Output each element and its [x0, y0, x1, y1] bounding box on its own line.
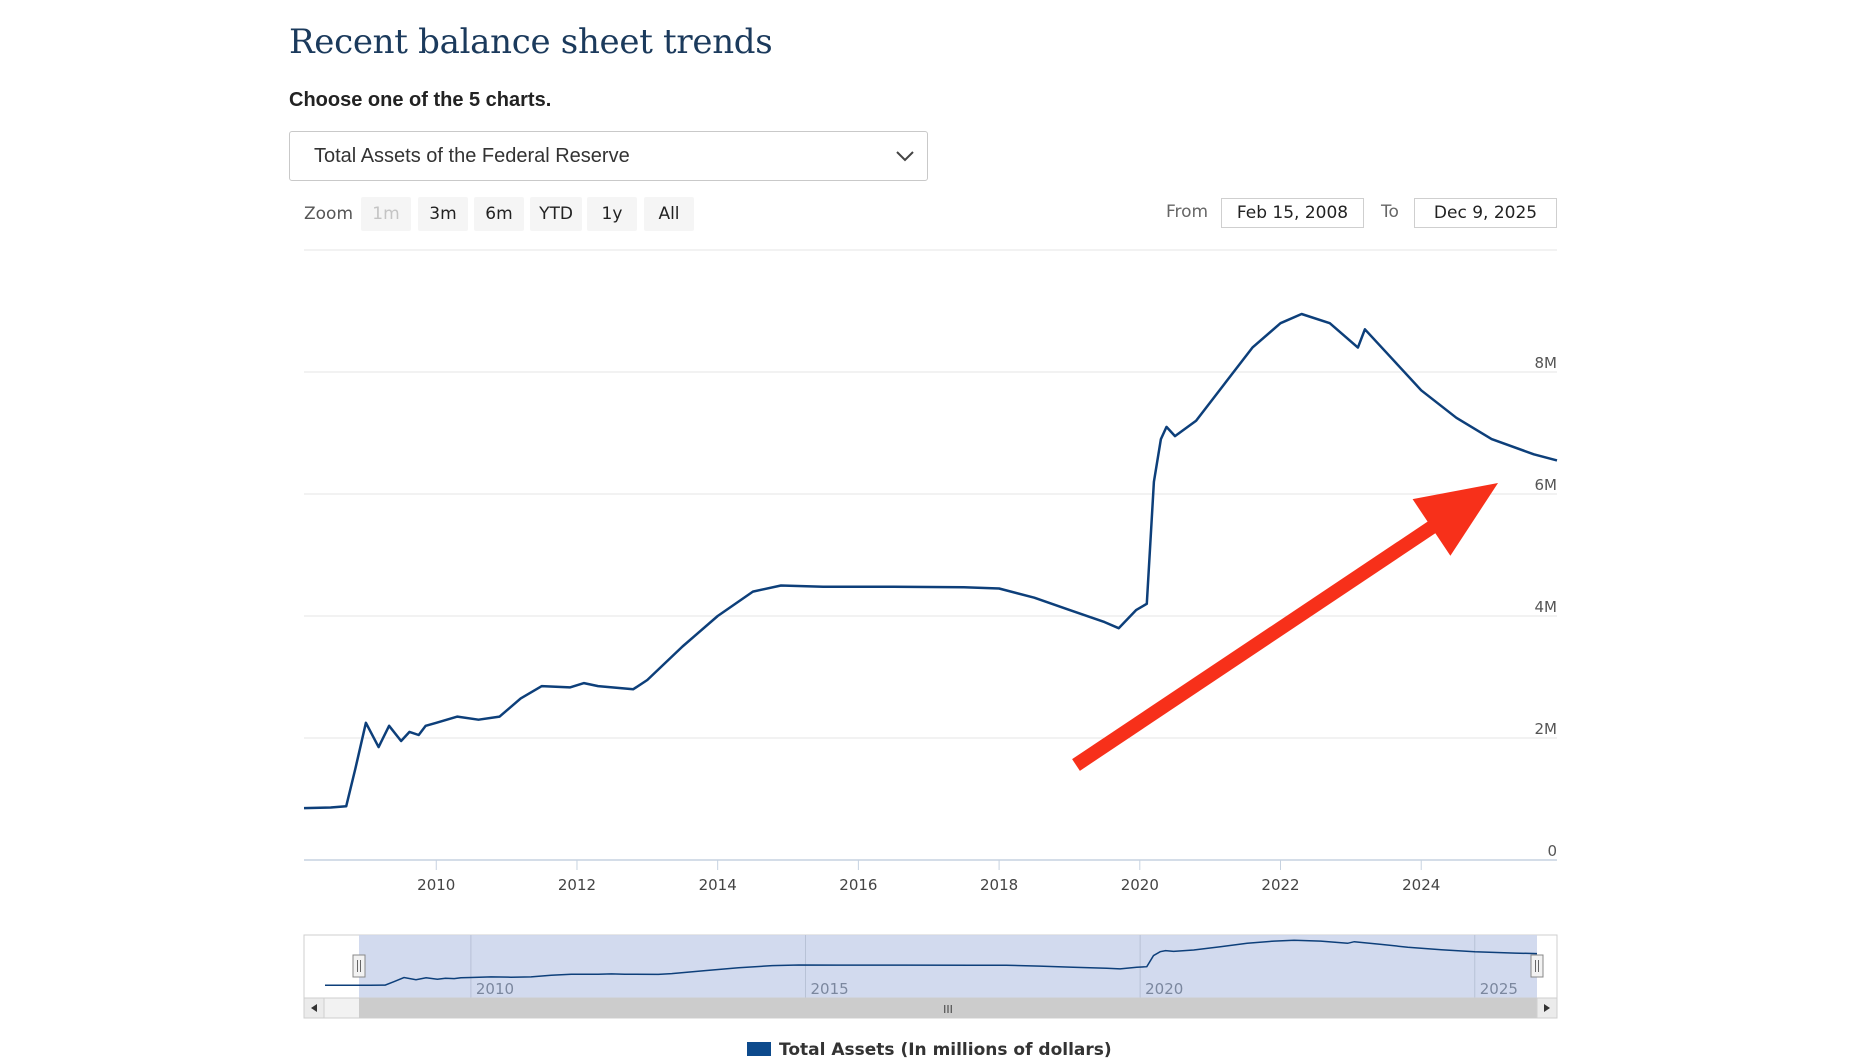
zoom-6m-button[interactable]: 6m — [474, 197, 524, 231]
scroll-left-arrow-icon — [311, 1004, 317, 1012]
scroll-right-arrow-icon — [1544, 1004, 1550, 1012]
y-tick-label: 6M — [1535, 476, 1558, 494]
total-assets-line — [303, 312, 1558, 810]
zoom-label: Zoom — [304, 204, 354, 224]
from-date-input[interactable]: Feb 15, 2008 — [1221, 198, 1364, 228]
y-tick-label: 4M — [1535, 598, 1558, 616]
navigator-tick-label: 2010 — [476, 980, 514, 998]
zoom-3m-button[interactable]: 3m — [418, 197, 468, 231]
zoom-1y-button[interactable]: 1y — [587, 197, 637, 231]
y-tick-label: 0 — [1547, 842, 1557, 860]
navigator-series-line — [324, 939, 1538, 987]
legend-swatch — [747, 1042, 771, 1056]
to-label: To — [1381, 202, 1399, 222]
y-tick-label: 8M — [1535, 354, 1558, 372]
x-tick-label: 2018 — [980, 876, 1018, 894]
navigator-selected-range — [359, 935, 1537, 998]
x-tick-label: 2022 — [1261, 876, 1299, 894]
navigator-tick-label: 2020 — [1145, 980, 1183, 998]
navigator-tick-label: 2015 — [811, 980, 849, 998]
x-tick-label: 2016 — [839, 876, 877, 894]
navigator-right-handle[interactable] — [1530, 954, 1544, 978]
x-tick-label: 2010 — [417, 876, 455, 894]
legend-label: Total Assets (In millions of dollars) — [779, 1040, 1112, 1060]
scrollbar-thumb[interactable] — [359, 998, 1537, 1018]
navigator-tick-label: 2025 — [1480, 980, 1518, 998]
from-label: From — [1166, 202, 1209, 222]
chart-select-value: Total Assets of the Federal Reserve — [314, 145, 630, 167]
to-date-input[interactable]: Dec 9, 2025 — [1414, 198, 1557, 228]
y-tick-label: 2M — [1535, 720, 1558, 738]
annotation-arrow-shaft — [1072, 519, 1439, 771]
navigator-left-handle[interactable] — [352, 954, 366, 978]
x-tick-label: 2012 — [558, 876, 596, 894]
zoom-ytd-button[interactable]: YTD — [530, 197, 582, 231]
annotation-arrow-head — [1412, 483, 1498, 556]
x-tick-label: 2014 — [699, 876, 737, 894]
zoom-all-button[interactable]: All — [644, 197, 694, 231]
x-tick-label: 2024 — [1402, 876, 1440, 894]
zoom-1m-button[interactable]: 1m — [361, 197, 411, 231]
chart-select[interactable]: Total Assets of the Federal Reserve — [289, 131, 928, 181]
chevron-down-icon — [896, 151, 914, 162]
x-tick-label: 2020 — [1121, 876, 1159, 894]
chart-chooser-label: Choose one of the 5 charts. — [289, 89, 552, 111]
legend-item-total-assets[interactable]: Total Assets (In millions of dollars) — [747, 1040, 1112, 1060]
page-title: Recent balance sheet trends — [289, 22, 773, 62]
scrollbar-grip: III — [943, 1003, 953, 1016]
